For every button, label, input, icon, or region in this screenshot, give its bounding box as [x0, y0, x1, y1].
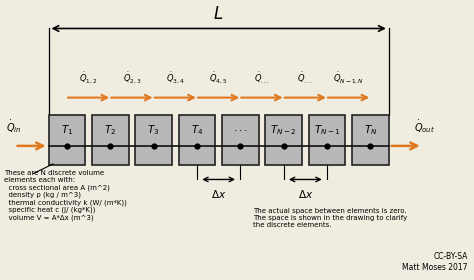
Bar	[92, 115, 128, 165]
Text: $T_1$: $T_1$	[61, 123, 73, 137]
Text: $\Delta x$: $\Delta x$	[298, 188, 313, 200]
Text: $\dot{Q}_{out}$: $\dot{Q}_{out}$	[414, 118, 435, 134]
Text: $\dot{Q}_{...}$: $\dot{Q}_{...}$	[297, 71, 313, 86]
Text: $\Delta x$: $\Delta x$	[211, 188, 226, 200]
Text: $\dot{Q}_{3,4}$: $\dot{Q}_{3,4}$	[166, 71, 185, 86]
Text: The actual space between elements is zero.
The space is shown in the drawing to : The actual space between elements is zer…	[254, 208, 408, 228]
Text: $T_2$: $T_2$	[104, 123, 116, 137]
Bar	[179, 115, 215, 165]
Text: $\dot{Q}_{...}$: $\dot{Q}_{...}$	[254, 71, 270, 86]
Text: CC-BY-SA
Matt Moses 2017: CC-BY-SA Matt Moses 2017	[402, 252, 468, 272]
Text: $L$: $L$	[213, 5, 224, 23]
Text: $T_N$: $T_N$	[364, 123, 377, 137]
Bar	[352, 115, 389, 165]
Bar	[265, 115, 302, 165]
Text: These are N discrete volume
elements each with:
  cross sectional area A (m^2)
 : These are N discrete volume elements eac…	[4, 170, 127, 221]
Text: $\dot{Q}_{4,5}$: $\dot{Q}_{4,5}$	[210, 71, 228, 86]
Bar	[309, 115, 346, 165]
Text: $\dot{Q}_{1,2}$: $\dot{Q}_{1,2}$	[79, 71, 98, 86]
Bar	[48, 115, 85, 165]
Text: $\dot{Q}_{in}$: $\dot{Q}_{in}$	[6, 118, 21, 134]
Text: $...$: $...$	[233, 123, 248, 133]
Bar	[222, 115, 259, 165]
Text: $T_{N-1}$: $T_{N-1}$	[314, 123, 340, 137]
Text: $T_4$: $T_4$	[191, 123, 203, 137]
Bar	[135, 115, 172, 165]
Text: $T_3$: $T_3$	[147, 123, 160, 137]
Text: $\dot{Q}_{2,3}$: $\dot{Q}_{2,3}$	[123, 71, 141, 86]
Text: $T_{N-2}$: $T_{N-2}$	[270, 123, 297, 137]
Text: $\dot{Q}_{N-1,N}$: $\dot{Q}_{N-1,N}$	[333, 71, 365, 86]
